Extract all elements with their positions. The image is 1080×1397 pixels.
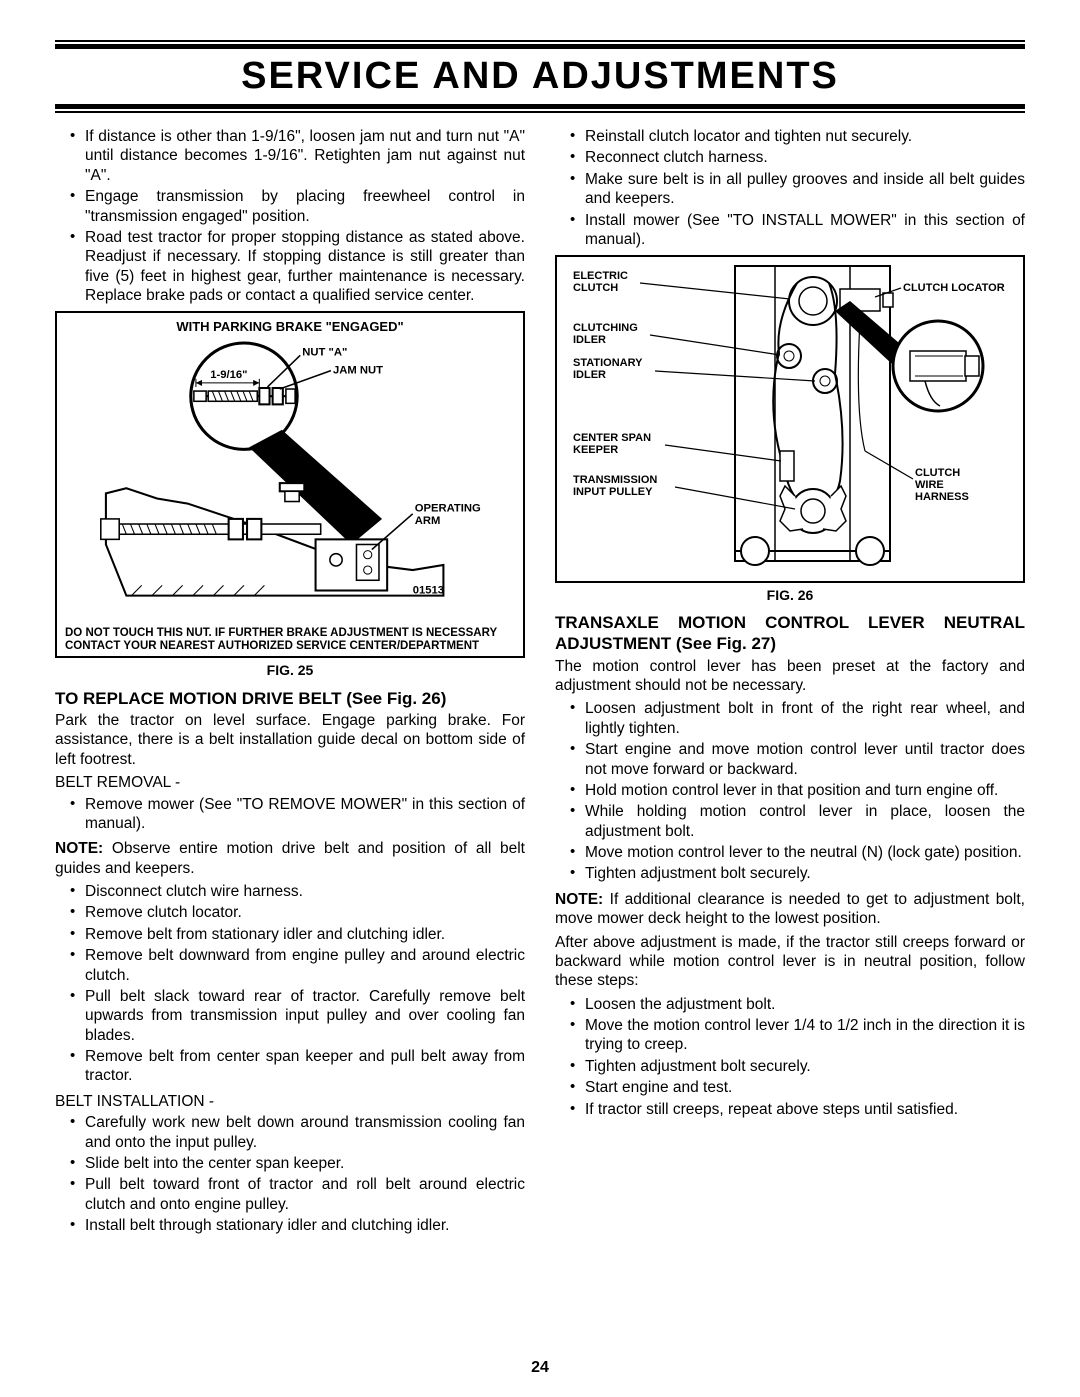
list-item: Pull belt slack toward rear of tractor. … <box>55 987 525 1045</box>
list-item: While holding motion control lever in pl… <box>555 802 1025 841</box>
list-item: Hold motion control lever in that positi… <box>555 781 1025 800</box>
list-item: Remove belt from center span keeper and … <box>55 1047 525 1086</box>
list-item: Install mower (See "TO INSTALL MOWER" in… <box>555 211 1025 250</box>
svg-text:CLUTCH: CLUTCH <box>573 282 618 294</box>
fig26-box: ELECTRIC CLUTCH CLUTCHING IDLER STATIONA… <box>555 255 1025 582</box>
list-item: Loosen the adjustment bolt. <box>555 995 1025 1014</box>
belt-removal-cont-list: Disconnect clutch wire harness. Remove c… <box>55 882 525 1086</box>
svg-text:CLUTCH: CLUTCH <box>915 467 960 479</box>
svg-text:ELECTRIC: ELECTRIC <box>573 270 628 282</box>
fig26-caption: FIG. 26 <box>555 587 1025 605</box>
list-item: Tighten adjustment bolt securely. <box>555 864 1025 883</box>
svg-text:TRANSMISSION: TRANSMISSION <box>573 474 657 486</box>
note1: NOTE: Observe entire motion drive belt a… <box>55 839 525 878</box>
belt-install-list: Carefully work new belt down around tran… <box>55 1113 525 1235</box>
svg-text:IDLER: IDLER <box>573 334 606 346</box>
note-text: If additional clearance is needed to get… <box>555 891 1025 927</box>
list-item: Road test tractor for proper stopping di… <box>55 228 525 306</box>
fig25-oparm1: OPERATING <box>415 502 481 514</box>
list-item: Remove clutch locator. <box>55 903 525 922</box>
svg-text:KEEPER: KEEPER <box>573 444 618 456</box>
top-rule-thick <box>55 44 1025 49</box>
list-item: Loosen adjustment bolt in front of the r… <box>555 699 1025 738</box>
list-item: Tighten adjustment bolt securely. <box>555 1057 1025 1076</box>
list-item: Remove belt downward from engine pulley … <box>55 946 525 985</box>
list-item: Slide belt into the center span keeper. <box>55 1154 525 1173</box>
page: SERVICE AND ADJUSTMENTS If distance is o… <box>0 0 1080 1397</box>
section-replace-belt-title: TO REPLACE MOTION DRIVE BELT (See Fig. 2… <box>55 688 525 709</box>
note-prefix: NOTE: <box>55 840 103 857</box>
list-item: Remove belt from stationary idler and cl… <box>55 925 525 944</box>
list-item: Start engine and test. <box>555 1078 1025 1097</box>
page-number: 24 <box>0 1359 1080 1377</box>
fig25-caption: FIG. 25 <box>55 662 525 680</box>
note-text: Observe entire motion drive belt and pos… <box>55 840 525 876</box>
fig25-box-title: WITH PARKING BRAKE "ENGAGED" <box>65 319 515 335</box>
columns: If distance is other than 1-9/16", loose… <box>55 127 1025 1241</box>
fig25-partno: 01513 <box>413 584 444 596</box>
steps1-list: Loosen adjustment bolt in front of the r… <box>555 699 1025 883</box>
list-item: Carefully work new belt down around tran… <box>55 1113 525 1152</box>
fig25-jamnut-label: JAM NUT <box>333 364 383 376</box>
after-para: After above adjustment is made, if the t… <box>555 933 1025 991</box>
list-item: Reinstall clutch locator and tighten nut… <box>555 127 1025 146</box>
section2-intro: The motion control lever has been preset… <box>555 657 1025 696</box>
belt-removal-label: BELT REMOVAL - <box>55 773 525 792</box>
list-item: If distance is other than 1-9/16", loose… <box>55 127 525 185</box>
list-item: Reconnect clutch harness. <box>555 148 1025 167</box>
svg-text:CLUTCH LOCATOR: CLUTCH LOCATOR <box>903 282 1005 294</box>
fig25-box: WITH PARKING BRAKE "ENGAGED" <box>55 311 525 658</box>
left-column: If distance is other than 1-9/16", loose… <box>55 127 525 1241</box>
bot-rule-thick <box>55 104 1025 109</box>
page-title: SERVICE AND ADJUSTMENTS <box>55 55 1025 98</box>
list-item: Disconnect clutch wire harness. <box>55 882 525 901</box>
belt-install-label: BELT INSTALLATION - <box>55 1092 525 1111</box>
top-rule-thin <box>55 40 1025 42</box>
svg-text:CENTER SPAN: CENTER SPAN <box>573 432 651 444</box>
svg-text:STATIONARY: STATIONARY <box>573 357 643 369</box>
note-prefix: NOTE: <box>555 891 603 908</box>
belt-removal-list: Remove mower (See "TO REMOVE MOWER" in t… <box>55 795 525 834</box>
list-item: If tractor still creeps, repeat above st… <box>555 1100 1025 1119</box>
list-item: Pull belt toward front of tractor and ro… <box>55 1175 525 1214</box>
fig26-diagram: ELECTRIC CLUTCH CLUTCHING IDLER STATIONA… <box>563 261 1017 571</box>
right-column: Reinstall clutch locator and tighten nut… <box>555 127 1025 1241</box>
steps2-list: Loosen the adjustment bolt. Move the mot… <box>555 995 1025 1119</box>
fig25-oparm2: ARM <box>415 515 441 527</box>
list-item: Start engine and move motion control lev… <box>555 740 1025 779</box>
svg-text:INPUT PULLEY: INPUT PULLEY <box>573 486 653 498</box>
svg-text:HARNESS: HARNESS <box>915 491 969 503</box>
bot-rule-thin <box>55 111 1025 113</box>
svg-text:WIRE: WIRE <box>915 479 944 491</box>
section1-intro: Park the tractor on level surface. Engag… <box>55 711 525 769</box>
list-item: Install belt through stationary idler an… <box>55 1216 525 1235</box>
svg-text:CLUTCHING: CLUTCHING <box>573 322 638 334</box>
list-item: Make sure belt is in all pulley grooves … <box>555 170 1025 209</box>
list-item: Move motion control lever to the neutral… <box>555 843 1025 862</box>
fig25-warning: DO NOT TOUCH THIS NUT. IF FURTHER BRAKE … <box>65 627 515 652</box>
fig25-dim: 1-9/16" <box>210 368 247 380</box>
fig25-nut-a-label: NUT "A" <box>302 346 347 358</box>
note2: NOTE: If additional clearance is needed … <box>555 890 1025 929</box>
right-bullets-1: Reinstall clutch locator and tighten nut… <box>555 127 1025 249</box>
left-bullets-1: If distance is other than 1-9/16", loose… <box>55 127 525 305</box>
list-item: Engage transmission by placing freewheel… <box>55 187 525 226</box>
svg-text:IDLER: IDLER <box>573 369 606 381</box>
section-transaxle-title: TRANSAXLE MOTION CONTROL LEVER NEUTRAL A… <box>555 612 1025 655</box>
list-item: Remove mower (See "TO REMOVE MOWER" in t… <box>55 795 525 834</box>
list-item: Move the motion control lever 1/4 to 1/2… <box>555 1016 1025 1055</box>
fig25-diagram: 1-9/16" NUT "A" JAM NUT <box>65 338 515 618</box>
